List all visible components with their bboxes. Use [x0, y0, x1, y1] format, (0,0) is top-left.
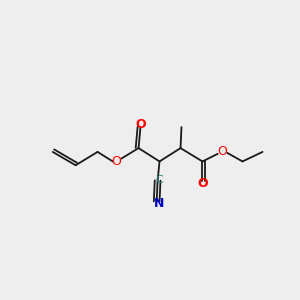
Text: C: C — [156, 175, 164, 184]
Text: O: O — [197, 177, 208, 190]
Text: O: O — [112, 155, 122, 168]
Text: O: O — [218, 146, 227, 158]
Text: N: N — [153, 197, 164, 210]
Text: O: O — [135, 118, 146, 131]
